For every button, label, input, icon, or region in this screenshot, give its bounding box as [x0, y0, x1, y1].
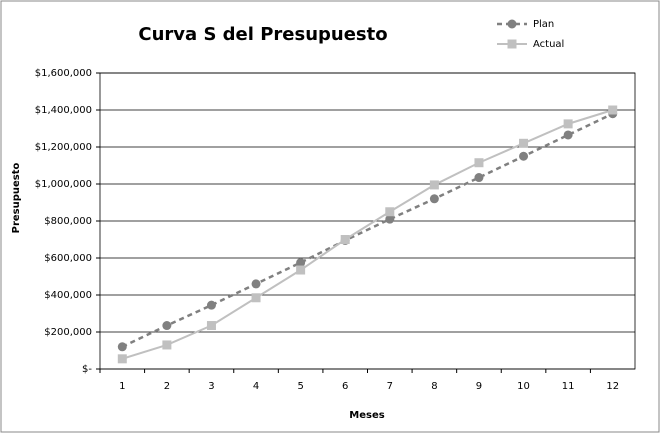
x-tick-label: 7 — [387, 381, 393, 392]
point — [117, 342, 127, 352]
y-tick-label: $1,000,000 — [35, 179, 92, 190]
point — [563, 119, 573, 129]
point — [385, 214, 395, 224]
point — [251, 279, 261, 289]
y-tick-label: $1,600,000 — [35, 68, 92, 79]
y-tick-label: $600,000 — [44, 253, 92, 264]
legend-marker — [507, 19, 517, 29]
point — [385, 207, 395, 217]
x-tick-label: 4 — [253, 381, 259, 392]
point — [206, 300, 216, 310]
point — [474, 158, 484, 168]
x-tick-label: 10 — [517, 381, 530, 392]
chart-title: Curva S del Presupuesto — [138, 24, 387, 45]
point — [519, 151, 529, 161]
point — [608, 105, 618, 115]
x-axis-title: Meses — [349, 410, 384, 421]
point — [429, 180, 439, 190]
x-tick-label: 9 — [476, 381, 482, 392]
x-tick-label: 12 — [606, 381, 619, 392]
x-tick-label: 11 — [562, 381, 575, 392]
y-tick-label: $1,400,000 — [35, 105, 92, 116]
point — [429, 194, 439, 204]
point — [474, 173, 484, 183]
x-tick-label: 2 — [164, 381, 170, 392]
x-tick-label: 3 — [208, 381, 214, 392]
point — [563, 130, 573, 140]
x-tick-label: 1 — [119, 381, 125, 392]
point — [251, 293, 261, 303]
legend-label: Plan — [533, 19, 554, 30]
point — [296, 265, 306, 275]
y-tick-label: $200,000 — [44, 327, 92, 338]
series-line — [121, 109, 614, 360]
point — [340, 235, 350, 244]
point — [206, 321, 216, 331]
y-axis-title: Presupuesto — [11, 162, 22, 233]
y-tick-label: $1,200,000 — [35, 142, 92, 153]
point — [519, 138, 529, 148]
point — [162, 340, 172, 350]
x-tick-label: 6 — [342, 381, 348, 392]
x-tick-label: 5 — [297, 381, 303, 392]
point — [117, 354, 127, 364]
series-line — [121, 112, 614, 348]
point — [296, 258, 306, 268]
y-tick-label: $800,000 — [44, 216, 92, 227]
legend-label: Actual — [533, 39, 564, 50]
x-tick-label: 8 — [431, 381, 437, 392]
point — [162, 321, 172, 331]
y-tick-label: $400,000 — [44, 290, 92, 301]
y-tick-label: $- — [82, 364, 92, 375]
legend-marker — [507, 39, 517, 49]
